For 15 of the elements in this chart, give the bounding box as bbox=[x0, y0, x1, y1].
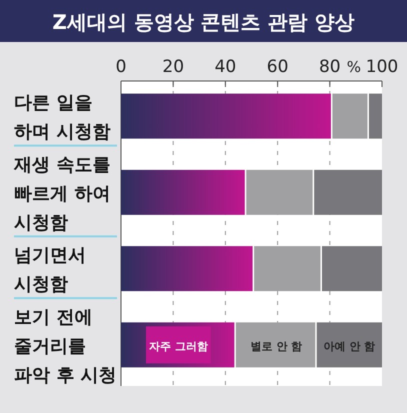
title: Z세대의 동영상 콘텐츠 관람 양상 bbox=[52, 10, 355, 34]
x-tick-label: 20 bbox=[162, 57, 184, 77]
series-label: 아예 안 함 bbox=[324, 340, 376, 353]
x-tick-label: 100 bbox=[366, 57, 398, 77]
x-tick-label: 40 bbox=[214, 57, 236, 77]
category: 재생 속도를 빠르게 하여 시청함 bbox=[14, 154, 110, 234]
x-tick-label: 60 bbox=[266, 57, 288, 77]
x-tick-label: 80 bbox=[318, 57, 341, 77]
series-label: 자주 그러함 bbox=[149, 340, 208, 353]
category: 보기 전에 줄거리를 파악 후 시청 bbox=[14, 306, 117, 386]
category: 넘기면서 시청함 bbox=[14, 245, 86, 296]
x-tick-label: 0 bbox=[116, 57, 126, 77]
category: 다른 일을 하며 시청함 bbox=[14, 92, 110, 143]
series-label: 별로 안 함 bbox=[250, 340, 302, 353]
x-axis-title: % bbox=[346, 58, 362, 76]
